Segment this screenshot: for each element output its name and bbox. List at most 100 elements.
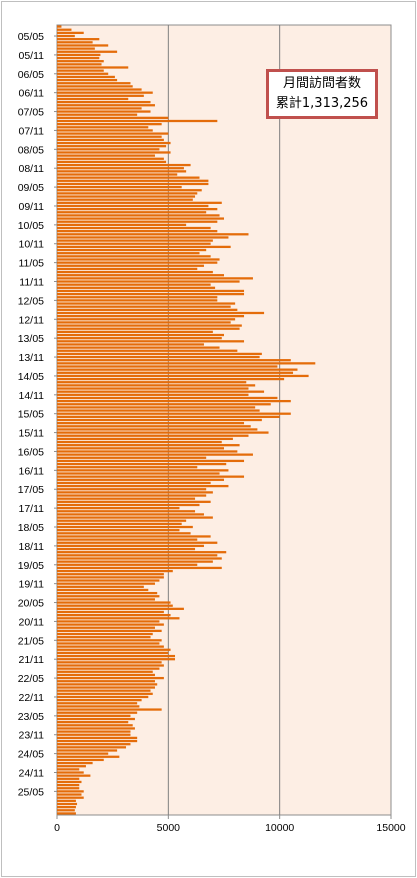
y-tick-label: 18/05 — [18, 522, 44, 534]
bar — [57, 97, 129, 101]
bar — [57, 324, 242, 327]
bar — [57, 525, 193, 529]
bar — [57, 522, 182, 525]
bar — [57, 60, 104, 63]
bar — [57, 305, 231, 308]
bar — [57, 384, 256, 387]
bar — [57, 274, 224, 277]
bar — [57, 503, 200, 507]
bar — [57, 100, 151, 104]
y-tick-label: 08/11 — [19, 163, 45, 175]
bar — [57, 245, 231, 249]
bar — [57, 226, 211, 230]
bar — [57, 664, 164, 667]
bar — [57, 494, 207, 497]
bar — [57, 31, 84, 35]
bar — [57, 387, 249, 390]
bar — [57, 176, 200, 179]
bar — [57, 708, 162, 711]
bar — [57, 617, 180, 620]
bar — [57, 569, 173, 573]
legend-total: 累計1,313,256 — [275, 96, 369, 111]
bar — [57, 576, 164, 579]
bar — [57, 510, 196, 513]
bar — [57, 337, 222, 340]
bar — [57, 579, 160, 582]
bar — [57, 214, 220, 217]
bar — [57, 595, 160, 598]
y-tick-label: 11/05 — [19, 258, 45, 270]
bar — [57, 163, 191, 167]
bar — [57, 25, 62, 28]
bar — [57, 780, 82, 784]
bar — [57, 636, 151, 639]
bar — [57, 516, 213, 519]
bar — [57, 547, 196, 551]
bar — [57, 56, 100, 60]
bar — [57, 768, 80, 771]
bar — [57, 466, 198, 469]
bar — [57, 796, 84, 799]
bar — [57, 390, 265, 393]
bar — [57, 217, 224, 220]
bar — [57, 686, 155, 689]
bar — [57, 396, 278, 400]
bar — [57, 138, 164, 142]
bar — [57, 422, 245, 425]
bar — [57, 620, 160, 623]
bar — [57, 711, 138, 714]
bar — [57, 41, 93, 44]
bar — [57, 812, 76, 815]
bar — [57, 330, 213, 334]
bar — [57, 554, 218, 557]
bar — [57, 34, 75, 38]
bar — [57, 683, 158, 686]
bar — [57, 113, 138, 116]
bar — [57, 267, 198, 271]
bar — [57, 450, 238, 453]
bar — [57, 302, 236, 305]
legend-box: 月間訪問者数 累計1,313,256 — [266, 69, 378, 119]
bar — [57, 53, 101, 57]
bar — [57, 755, 120, 758]
bar — [57, 777, 80, 780]
bar — [57, 292, 245, 296]
bar — [57, 607, 184, 610]
x-tick-label: 5000 — [157, 822, 181, 834]
bar — [57, 598, 155, 601]
bar — [57, 409, 260, 412]
bar — [57, 749, 118, 752]
bar — [57, 160, 167, 164]
y-tick-label: 24/11 — [19, 768, 45, 780]
bar — [57, 573, 164, 576]
bar — [57, 141, 171, 145]
bar — [57, 654, 176, 658]
bar — [57, 296, 218, 299]
bar — [57, 362, 316, 365]
bar — [57, 478, 224, 481]
bar — [57, 444, 240, 447]
bar — [57, 746, 127, 749]
bar — [57, 346, 220, 349]
bar — [57, 809, 75, 812]
bar — [57, 201, 222, 204]
bar — [57, 736, 138, 740]
bar — [57, 173, 178, 176]
bar — [57, 318, 236, 321]
bar — [57, 519, 187, 522]
bar — [57, 629, 162, 633]
bar — [57, 315, 245, 318]
y-tick-label: 12/05 — [18, 295, 44, 307]
y-tick-label: 06/11 — [19, 88, 45, 100]
bar — [57, 352, 262, 356]
y-tick-label: 19/05 — [18, 560, 44, 572]
y-tick-label: 23/05 — [18, 711, 44, 723]
bar — [57, 481, 211, 485]
bar — [57, 393, 249, 396]
bar — [57, 239, 213, 242]
bar — [57, 727, 135, 730]
bar — [57, 702, 138, 705]
bar — [57, 47, 95, 50]
bar — [57, 632, 153, 636]
